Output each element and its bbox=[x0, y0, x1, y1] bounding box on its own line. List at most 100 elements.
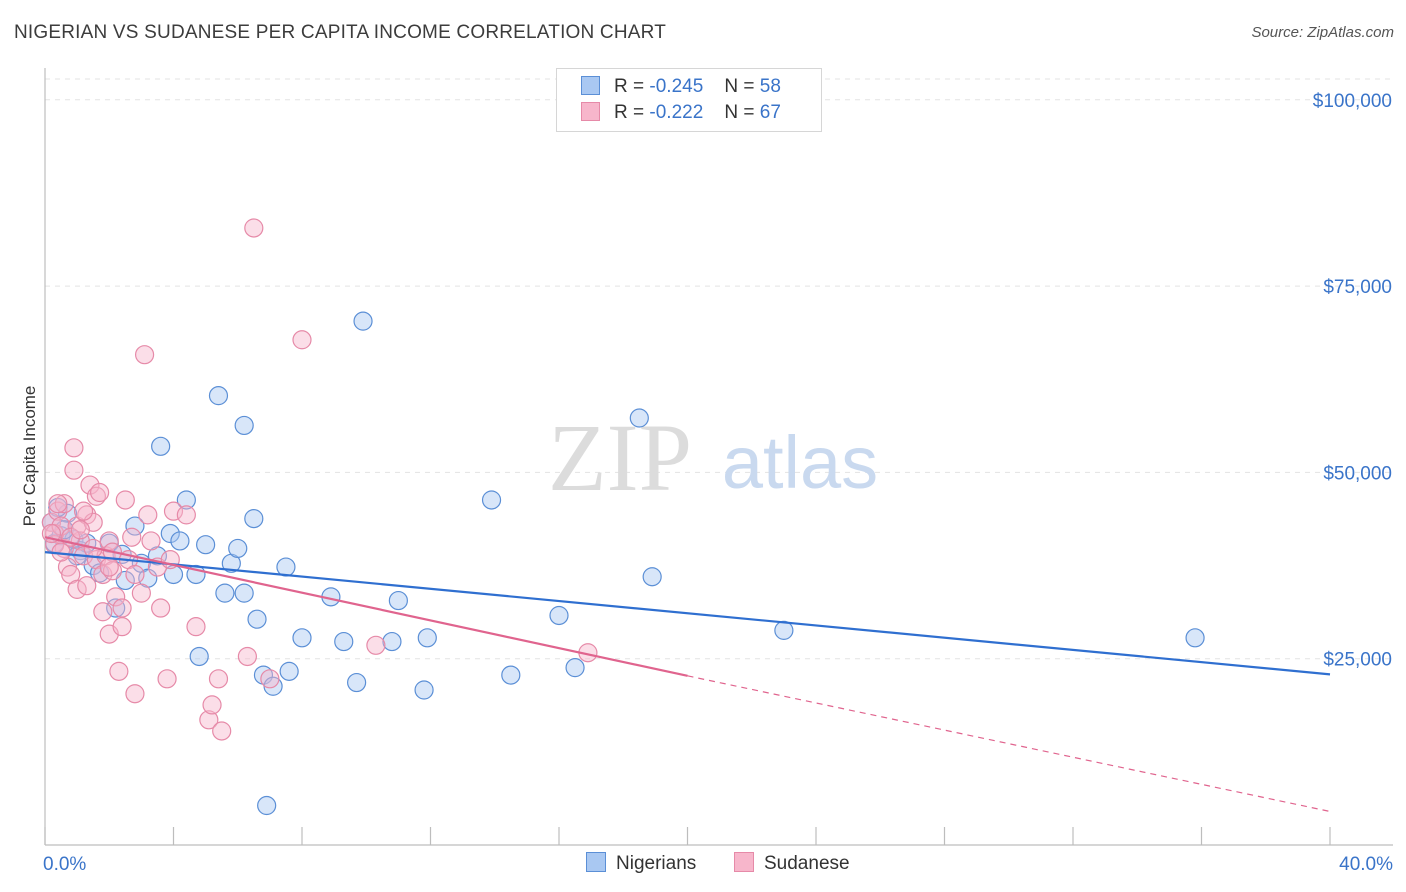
data-point-nigerians bbox=[257, 795, 277, 816]
data-point-nigerians bbox=[196, 535, 216, 555]
data-point-sudanese bbox=[244, 218, 264, 238]
data-point-nigerians bbox=[382, 631, 402, 652]
data-point-nigerians bbox=[642, 567, 662, 587]
data-point-nigerians bbox=[160, 523, 180, 544]
data-point-sudanese bbox=[48, 494, 68, 514]
data-point-sudanese bbox=[163, 501, 184, 521]
data-point-sudanese bbox=[186, 617, 206, 637]
data-point-sudanese bbox=[157, 669, 177, 689]
trend-line-nigerians bbox=[44, 551, 1331, 676]
legend-r-value: -0.245 bbox=[649, 76, 704, 97]
legend-swatch-nigerians bbox=[581, 76, 600, 95]
bottom-swatch-nigerians bbox=[586, 852, 606, 872]
y-tick-label: $50,000 bbox=[1323, 463, 1392, 484]
legend-r-label: R = bbox=[614, 76, 645, 97]
x-tick-label: 40.0% bbox=[1339, 854, 1393, 875]
data-point-nigerians bbox=[115, 570, 135, 591]
bottom-swatch-sudanese bbox=[734, 852, 754, 872]
watermark-atlas: atlas bbox=[722, 421, 878, 504]
data-point-nigerians bbox=[1185, 628, 1205, 648]
data-point-nigerians bbox=[353, 311, 373, 331]
data-point-nigerians bbox=[414, 680, 434, 700]
data-point-nigerians bbox=[549, 605, 569, 626]
bottom-legend-nigerians[interactable]: Nigerians bbox=[586, 852, 696, 875]
data-point-sudanese bbox=[141, 531, 161, 551]
bottom-legend-sudanese[interactable]: Sudanese bbox=[734, 852, 850, 875]
y-tick-label: $25,000 bbox=[1323, 650, 1392, 671]
data-point-nigerians bbox=[292, 628, 312, 648]
data-point-sudanese bbox=[86, 486, 107, 506]
data-point-sudanese bbox=[151, 598, 171, 618]
data-point-nigerians bbox=[208, 386, 229, 406]
data-point-sudanese bbox=[131, 583, 151, 603]
data-point-sudanese bbox=[93, 602, 113, 622]
y-tick-label: $75,000 bbox=[1323, 277, 1392, 298]
data-point-sudanese bbox=[41, 512, 62, 532]
data-point-sudanese bbox=[99, 557, 119, 577]
data-point-sudanese bbox=[366, 635, 386, 655]
data-point-sudanese bbox=[99, 531, 119, 551]
data-point-sudanese bbox=[77, 576, 97, 596]
data-point-nigerians bbox=[347, 672, 367, 693]
data-point-sudanese bbox=[237, 646, 257, 667]
trend-extension-sudanese bbox=[687, 675, 1331, 813]
y-tick-label: $100,000 bbox=[1313, 91, 1392, 112]
data-point-sudanese bbox=[125, 684, 145, 704]
data-point-sudanese bbox=[64, 438, 84, 458]
data-point-nigerians bbox=[106, 598, 126, 618]
data-point-sudanese bbox=[292, 330, 312, 350]
data-point-nigerians bbox=[244, 509, 264, 529]
data-point-nigerians bbox=[388, 590, 408, 611]
watermark-zip: ZIP bbox=[548, 404, 692, 511]
source-label: Source: ZipAtlas.com bbox=[1251, 24, 1394, 41]
axes bbox=[44, 68, 1393, 846]
data-point-sudanese bbox=[109, 661, 129, 681]
data-point-nigerians bbox=[189, 646, 209, 667]
legend-swatch-sudanese bbox=[581, 102, 600, 121]
y-axis-label: Per Capita Income bbox=[20, 385, 39, 527]
data-point-nigerians bbox=[176, 490, 196, 510]
data-point-sudanese bbox=[80, 475, 100, 495]
data-point-sudanese bbox=[112, 617, 132, 637]
data-point-sudanese bbox=[93, 564, 113, 585]
data-point-nigerians bbox=[501, 665, 521, 685]
tick-labels: $25,000 $50,000 $75,000 $100,000 0.0% 40.0% bbox=[43, 91, 1393, 875]
data-point-sudanese bbox=[138, 505, 158, 525]
data-point-nigerians bbox=[215, 583, 235, 603]
data-point-nigerians bbox=[417, 628, 437, 648]
data-point-sudanese bbox=[134, 345, 155, 365]
legend-r-value: -0.222 bbox=[649, 102, 704, 123]
data-point-nigerians bbox=[334, 631, 354, 652]
stats-legend: R = -0.245 N = 58 R = -0.222 N = 67 bbox=[556, 68, 822, 132]
data-point-nigerians bbox=[565, 658, 585, 678]
data-point-sudanese bbox=[176, 505, 196, 525]
data-point-sudanese bbox=[90, 482, 110, 503]
data-point-nigerians bbox=[629, 408, 649, 428]
data-point-nigerians bbox=[234, 415, 254, 436]
data-point-sudanese bbox=[73, 501, 94, 521]
data-point-sudanese bbox=[67, 579, 87, 599]
legend-n-label: N = bbox=[724, 76, 755, 97]
legend-n-label: N = bbox=[724, 102, 755, 123]
data-point-sudanese bbox=[115, 490, 135, 510]
legend-n-value: 67 bbox=[759, 102, 781, 123]
x-tick-label: 0.0% bbox=[43, 854, 86, 875]
data-point-sudanese bbox=[122, 527, 142, 547]
data-point-nigerians bbox=[279, 661, 299, 681]
legend-row-sudanese: R = -0.222 N = 67 bbox=[581, 102, 781, 128]
data-point-sudanese bbox=[208, 669, 229, 689]
trend-lines bbox=[44, 536, 1331, 813]
data-point-nigerians bbox=[276, 557, 296, 577]
data-point-nigerians bbox=[247, 609, 267, 629]
data-point-sudanese bbox=[54, 494, 74, 514]
legend-row-nigerians: R = -0.245 N = 58 bbox=[581, 76, 781, 102]
chart-title: NIGERIAN VS SUDANESE PER CAPITA INCOME C… bbox=[14, 22, 667, 43]
data-point-nigerians bbox=[234, 583, 254, 603]
data-point-nigerians bbox=[481, 490, 502, 510]
trend-line-sudanese bbox=[44, 536, 688, 677]
data-point-sudanese bbox=[112, 598, 132, 618]
bottom-legend-label: Sudanese bbox=[764, 853, 850, 874]
data-point-sudanese bbox=[125, 564, 145, 585]
data-point-sudanese bbox=[106, 587, 126, 607]
